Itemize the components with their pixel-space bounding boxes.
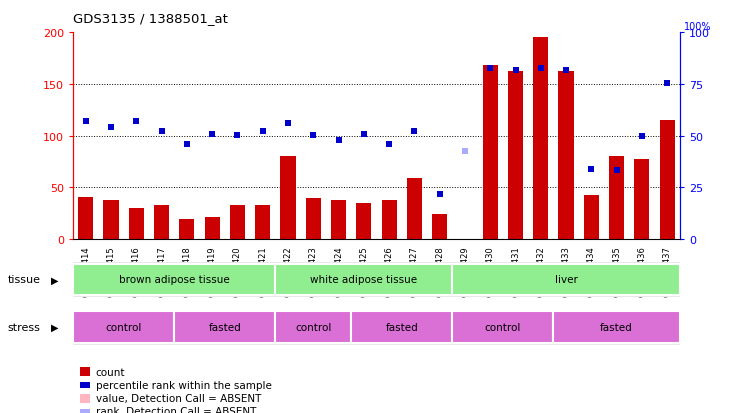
Point (156, 129, 167, 135)
Bar (73, 311, 174, 343)
Point (333, 137, 344, 144)
Point (510, 68, 521, 75)
Bar (73, 264, 276, 296)
Bar (452, 311, 553, 343)
Point (636, 133, 648, 140)
Text: stress: stress (7, 322, 40, 332)
Text: control: control (485, 322, 521, 332)
Bar (584, 195, 599, 240)
Point (308, 132, 319, 139)
Point (433, 191, 445, 197)
Bar (154, 206, 169, 240)
Point (662, 80, 673, 87)
Bar (356, 204, 371, 240)
Text: fasted: fasted (385, 322, 418, 332)
Point (206, 131, 218, 138)
Point (80, 119, 91, 125)
Bar (406, 178, 422, 240)
Point (130, 119, 142, 125)
Point (282, 121, 294, 127)
Point (181, 141, 193, 148)
Text: GDS3135 / 1388501_at: GDS3135 / 1388501_at (73, 12, 228, 25)
Text: ▶: ▶ (51, 275, 58, 285)
Text: 100%: 100% (684, 21, 711, 32)
Bar (179, 220, 194, 240)
Bar (452, 264, 680, 296)
Point (257, 129, 268, 135)
Text: tissue: tissue (7, 275, 40, 285)
Bar (382, 200, 397, 240)
Bar (78, 197, 94, 240)
Bar (205, 218, 220, 240)
Bar (609, 157, 624, 240)
Bar (351, 311, 452, 343)
Point (560, 68, 572, 75)
Point (232, 132, 243, 139)
Point (383, 141, 395, 148)
Text: percentile rank within the sample: percentile rank within the sample (96, 380, 272, 390)
Point (105, 125, 117, 131)
Bar (533, 38, 548, 240)
Text: control: control (105, 322, 142, 332)
Bar (432, 215, 447, 240)
Bar (306, 198, 321, 240)
Point (535, 66, 547, 73)
Bar (508, 72, 523, 240)
Point (358, 131, 370, 138)
Bar (276, 264, 452, 296)
Text: brown adipose tissue: brown adipose tissue (119, 275, 230, 285)
Bar (174, 311, 276, 343)
Text: ▶: ▶ (51, 322, 58, 332)
Point (485, 66, 496, 73)
Point (586, 166, 597, 173)
Bar (129, 209, 144, 240)
Text: rank, Detection Call = ABSENT: rank, Detection Call = ABSENT (96, 406, 256, 413)
Bar (255, 206, 270, 240)
Bar (331, 200, 346, 240)
Point (459, 149, 471, 155)
Point (611, 167, 623, 173)
Text: count: count (96, 367, 125, 377)
Bar (558, 72, 574, 240)
Text: value, Detection Call = ABSENT: value, Detection Call = ABSENT (96, 393, 261, 403)
Bar (482, 66, 498, 240)
Text: white adipose tissue: white adipose tissue (310, 275, 417, 285)
Text: fasted: fasted (208, 322, 241, 332)
Text: liver: liver (555, 275, 577, 285)
Point (409, 129, 420, 135)
Bar (230, 206, 245, 240)
Bar (276, 311, 351, 343)
Bar (104, 200, 118, 240)
Bar (553, 311, 680, 343)
Text: control: control (295, 322, 331, 332)
Bar (659, 121, 675, 240)
Bar (281, 157, 295, 240)
Bar (635, 160, 649, 240)
Text: fasted: fasted (600, 322, 633, 332)
